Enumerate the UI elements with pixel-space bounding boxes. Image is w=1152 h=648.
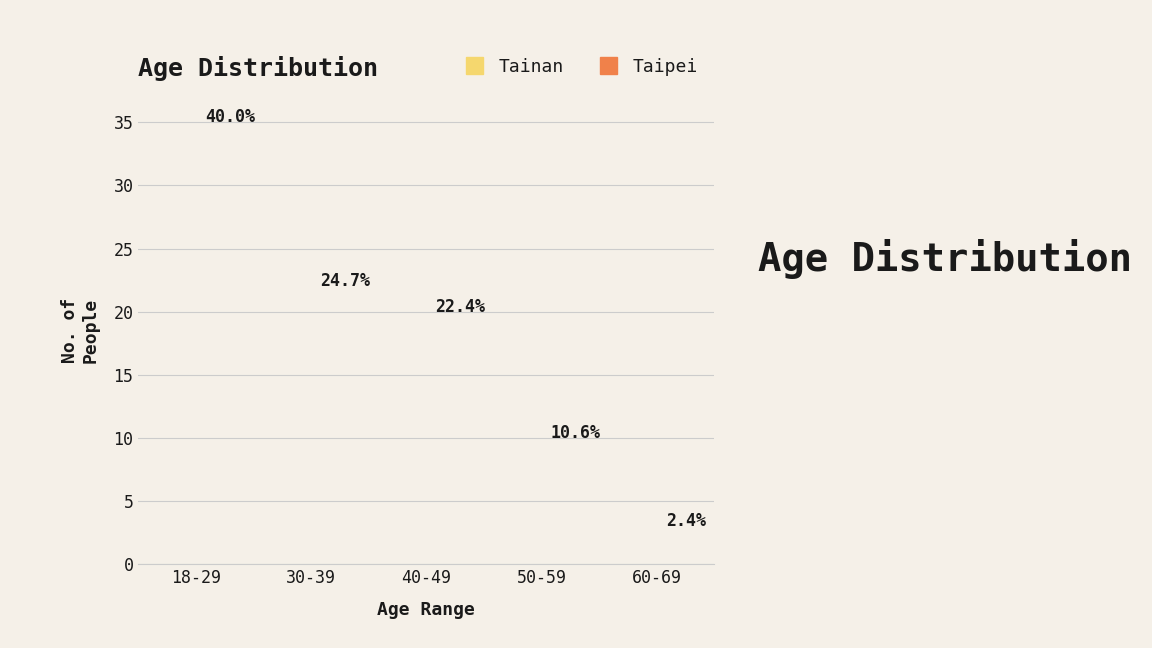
Text: 22.4%: 22.4%: [435, 297, 485, 316]
X-axis label: Age Range: Age Range: [378, 601, 475, 618]
Text: 2.4%: 2.4%: [666, 512, 706, 530]
Text: 10.6%: 10.6%: [551, 424, 600, 442]
Text: 40.0%: 40.0%: [205, 108, 255, 126]
Y-axis label: No. of
People: No. of People: [61, 298, 99, 363]
Text: Age Distribution: Age Distribution: [758, 239, 1131, 279]
Text: 24.7%: 24.7%: [320, 272, 370, 290]
Legend: Tainan, Taipei: Tainan, Taipei: [460, 51, 705, 83]
Text: Age Distribution: Age Distribution: [138, 56, 378, 82]
